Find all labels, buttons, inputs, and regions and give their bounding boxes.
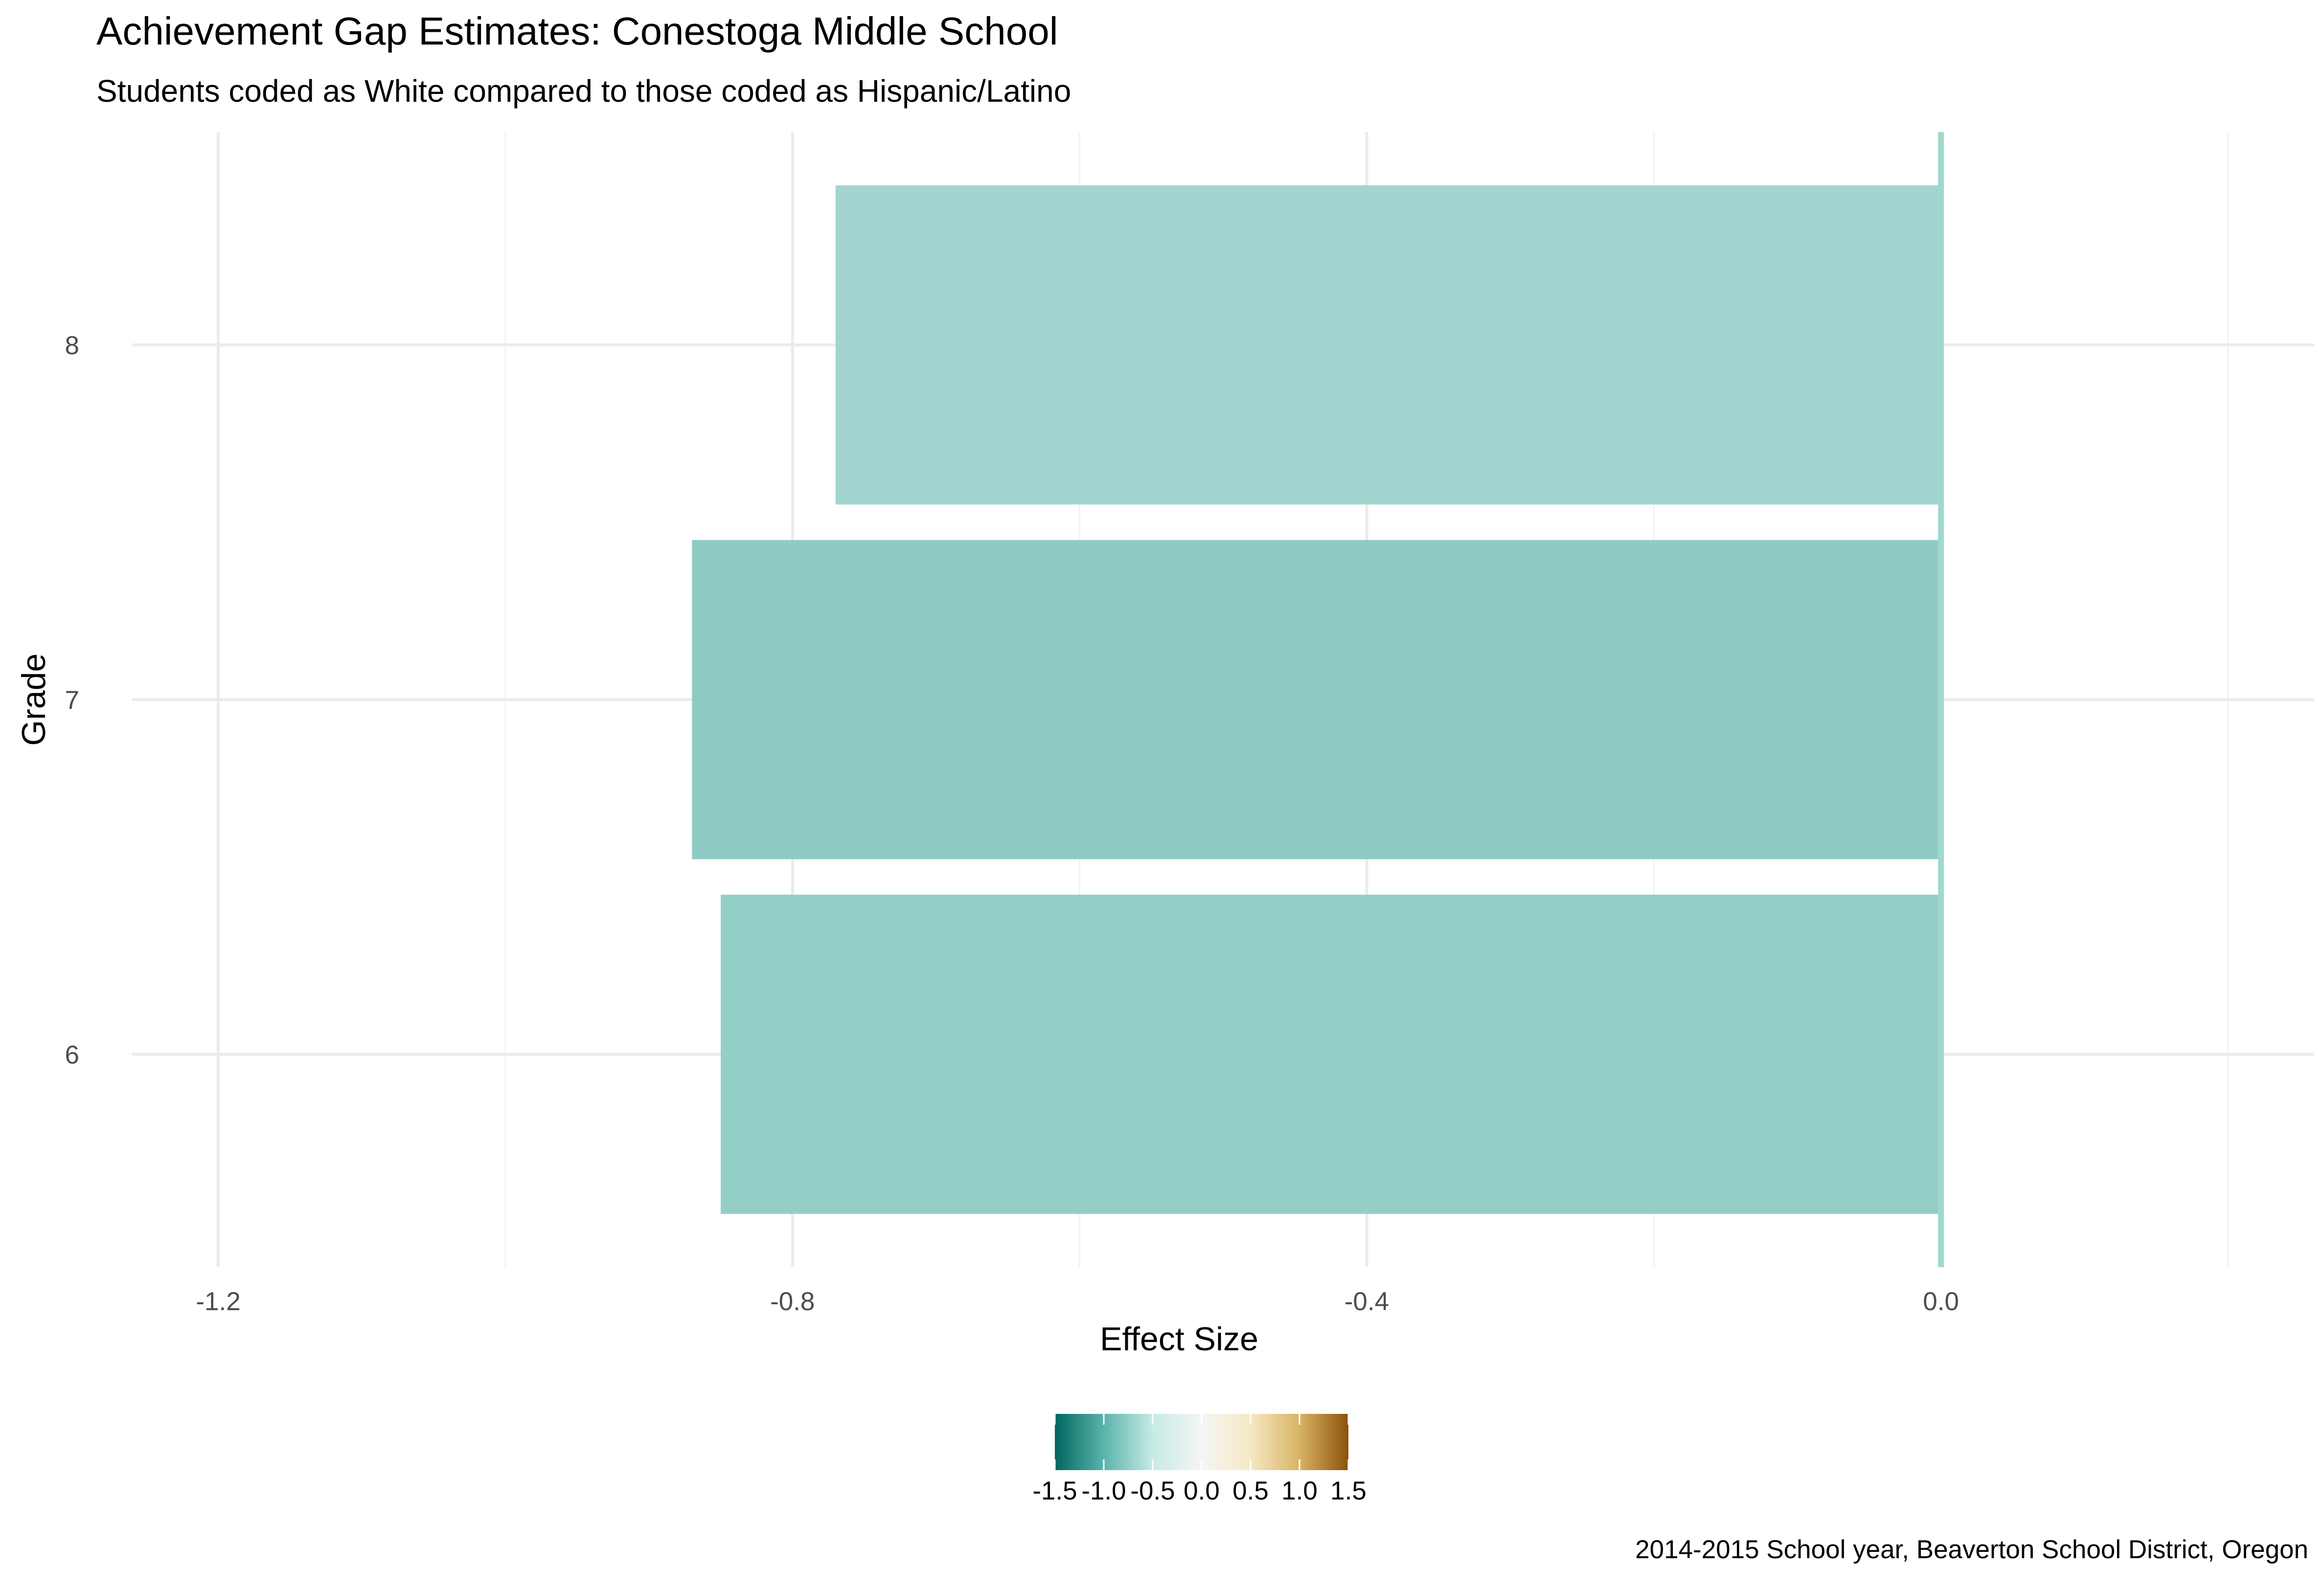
x-tick-label: -0.4 (1344, 1287, 1389, 1316)
chart-title: Achievement Gap Estimates: Conestoga Mid… (96, 9, 1058, 53)
bar-grade-8 (835, 185, 1941, 505)
bar-layer (692, 185, 1941, 1214)
colorbar-tick-label: -1.5 (1032, 1476, 1077, 1505)
x-axis-title: Effect Size (1100, 1320, 1258, 1358)
colorbar-tick-label: -1.0 (1081, 1476, 1126, 1505)
colorbar-tick-label: 0.5 (1232, 1476, 1269, 1505)
chart-caption: 2014-2015 School year, Beaverton School … (1635, 1535, 2308, 1564)
colorbar-tick-label: 1.0 (1281, 1476, 1318, 1505)
colorbar-tick-label: 0.0 (1184, 1476, 1220, 1505)
y-tick-label: 7 (65, 686, 79, 715)
x-tick-label: -1.2 (196, 1287, 240, 1316)
bar-grade-6 (721, 894, 1941, 1214)
bar-grade-7 (692, 540, 1941, 860)
x-tick-label: 0.0 (1923, 1287, 1959, 1316)
y-tick-label: 8 (65, 331, 79, 360)
y-tick-label: 6 (65, 1041, 79, 1069)
chart-subtitle: Students coded as White compared to thos… (96, 73, 1071, 109)
x-tick-label: -0.8 (770, 1287, 815, 1316)
colorbar-tick-label: 1.5 (1330, 1476, 1367, 1505)
colorbar-legend: -1.5 -1.0 -0.5 0.0 0.5 1.0 1.5 (1032, 1414, 1367, 1505)
tick-layer: -1.2 -0.8 -0.4 0.0 6 7 8 (65, 331, 1959, 1316)
y-axis-title: Grade (15, 654, 52, 746)
colorbar-tick-label: -0.5 (1130, 1476, 1175, 1505)
